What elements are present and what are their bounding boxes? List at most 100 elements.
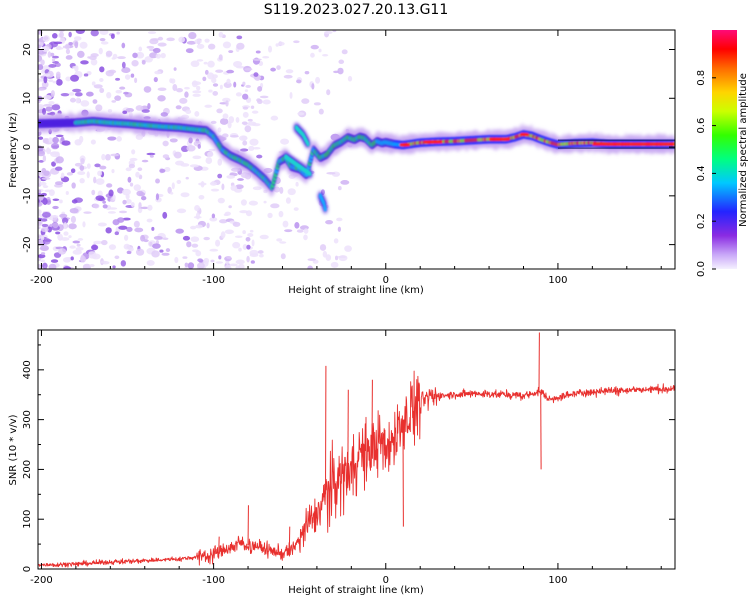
spectrum-speckle: [179, 97, 188, 104]
spectrum-speckle: [38, 88, 46, 91]
spectrum-speckle: [235, 92, 242, 97]
spectrum-speckle: [194, 39, 202, 44]
spectrum-speckle: [159, 249, 164, 253]
spectrum-speckle: [41, 45, 50, 52]
spectrum-speckle: [63, 266, 71, 269]
spectrum-speckle: [135, 51, 145, 59]
spectrum-speckle: [222, 113, 229, 120]
ridge-hot-streak: [423, 140, 443, 144]
spectrum-speckle: [116, 31, 120, 35]
spectrum-speckle: [347, 75, 353, 82]
spectrum-speckle: [131, 59, 139, 67]
spectrum-speckle: [249, 138, 259, 146]
spectrum-speckle: [135, 248, 145, 256]
spectrum-speckle: [74, 92, 83, 97]
spectrum-speckle: [38, 103, 45, 110]
spectrum-speckle: [149, 241, 153, 247]
ridge-hot-streak: [399, 143, 410, 147]
spectrum-speckle: [162, 211, 168, 219]
spectrum-speckle: [40, 252, 46, 256]
spectrum-speckle: [289, 92, 293, 99]
figure-title: S119.2023.027.20.13.G11: [264, 2, 449, 18]
spectrum-speckle: [38, 254, 46, 259]
spectrum-speckle: [160, 112, 169, 117]
spectrum-speckle: [166, 37, 175, 42]
spectrum-speckle: [206, 222, 210, 229]
colorbar-tick-label: 0.4: [696, 165, 707, 181]
spectrum-speckle: [63, 231, 69, 236]
spectrum-speckle: [116, 136, 122, 142]
spectrum-speckle: [92, 99, 98, 104]
spectrum-speckle: [130, 73, 135, 78]
spectrum-speckle: [221, 183, 225, 191]
spectrum-speckle: [74, 162, 83, 167]
spectrum-speckle: [121, 67, 131, 74]
spectrum-speckle: [52, 205, 59, 210]
spectrum-speckle: [257, 86, 263, 92]
spectrum-speckle: [255, 50, 261, 54]
spectrum-speckle: [107, 136, 117, 141]
spectrum-speckle: [42, 185, 49, 189]
spectrum-speckle: [108, 207, 118, 210]
spectrum-speckle: [118, 225, 128, 230]
snr-y-ticks: 0 100 200 300 400: [22, 344, 675, 572]
spectrum-speckle: [115, 89, 123, 94]
spectrogram-y-ticks: -20 -10 0 10 20: [22, 43, 675, 270]
spectrum-speckle: [322, 250, 328, 258]
spectrum-speckle: [172, 83, 178, 92]
spectrum-speckle: [55, 156, 64, 164]
spectrum-speckle: [155, 53, 162, 59]
spectrum-speckle: [42, 197, 48, 205]
branch-core: [306, 141, 310, 147]
spectrum-speckle: [140, 206, 149, 210]
spectrum-speckle: [152, 47, 161, 54]
spectrum-speckle: [228, 205, 232, 209]
spectrum-speckle: [252, 58, 262, 61]
spectrum-speckle: [115, 77, 121, 81]
spectrum-speckle: [130, 202, 135, 208]
x-tick-label: -200: [30, 575, 53, 586]
spectrum-speckle: [315, 76, 321, 84]
spectrum-speckle: [114, 255, 120, 260]
spectrum-speckle: [80, 60, 89, 65]
spectrum-speckle: [215, 69, 224, 73]
y-tick-label: 200: [22, 460, 33, 479]
spectrum-speckle: [263, 200, 267, 204]
snr-y-label: SNR (10 * v/v): [8, 414, 19, 485]
spectrum-speckle: [162, 154, 170, 159]
spectrum-speckle: [38, 44, 42, 49]
spectrum-speckle: [221, 133, 229, 138]
spectrum-speckle: [40, 235, 45, 241]
spectrum-speckle: [38, 189, 42, 195]
spectrum-speckle: [226, 78, 231, 85]
spectrum-speckle: [259, 95, 269, 99]
branch-core: [308, 171, 312, 177]
snr-series: [38, 332, 675, 568]
spectrum-speckle: [112, 265, 116, 269]
spectrum-speckle: [194, 110, 200, 117]
spectrum-speckle: [196, 43, 205, 49]
spectrum-speckle: [105, 153, 111, 161]
spectrum-speckle: [74, 65, 79, 72]
spectrum-speckle: [77, 50, 85, 58]
spectrum-speckle: [70, 168, 76, 174]
spectrum-speckle: [99, 87, 105, 93]
spectrum-speckle: [184, 86, 190, 90]
colorbar-tick-label: 0.8: [696, 70, 707, 86]
ridge-core: [38, 116, 675, 212]
spectrum-speckle: [242, 111, 249, 118]
spectrum-speckle: [38, 160, 44, 163]
spectrum-speckle: [60, 92, 70, 97]
spectrum-speckle: [222, 97, 231, 103]
spectrum-speckle: [326, 171, 336, 175]
spectrum-speckle: [71, 199, 78, 204]
spectrum-speckle: [108, 189, 114, 197]
spectrum-speckle: [257, 250, 264, 254]
spectrum-speckle: [77, 238, 84, 241]
spectrum-speckle: [52, 33, 58, 39]
spectrum-speckle: [121, 42, 126, 49]
spectrum-speckle: [208, 148, 216, 152]
spectrum-speckle: [237, 178, 244, 181]
spectrum-speckle: [197, 262, 205, 269]
spectrum-speckle: [245, 236, 251, 242]
